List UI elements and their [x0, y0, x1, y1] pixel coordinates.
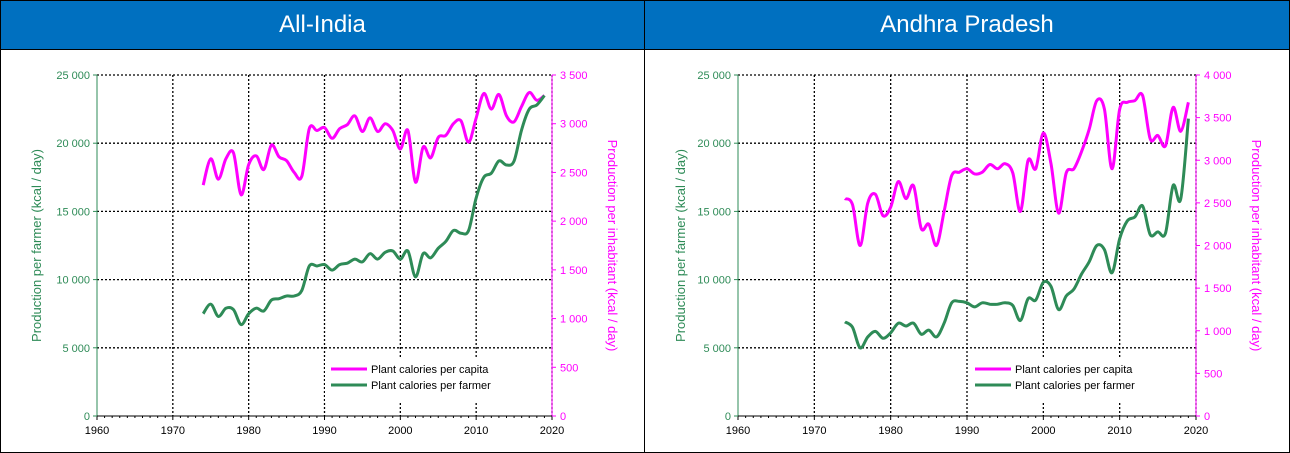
y-left-tick-label: 10 000	[697, 275, 731, 287]
y-right-tick-label: 0	[1204, 411, 1210, 423]
x-tick-label: 2000	[1031, 425, 1055, 437]
y-right-tick-label: 500	[1204, 368, 1222, 380]
legend-capita-label: Plant calories per capita	[1015, 364, 1133, 376]
y-right-tick-label: 500	[560, 362, 578, 374]
legend-farmer-label: Plant calories per farmer	[371, 380, 491, 392]
y-right-tick-label: 1 500	[1204, 283, 1232, 295]
x-tick-label: 1980	[878, 425, 902, 437]
y-left-tick-label: 5 000	[703, 343, 731, 355]
y-left-tick-label: 0	[725, 411, 731, 423]
x-tick-label: 2020	[540, 425, 564, 437]
y-left-tick-label: 25 000	[697, 70, 731, 82]
y-right-tick-label: 0	[560, 411, 566, 423]
y-right-tick-label: 1 500	[560, 265, 588, 277]
x-tick-label: 1970	[802, 425, 826, 437]
chart-andhra-pradesh: 1960 1970 1980 1990 2000 2010 2020 0 5 000 10 000…	[673, 70, 1264, 437]
y-right-tick-label: 2 000	[560, 216, 588, 228]
y-left-tick-label: 10 000	[56, 275, 90, 287]
panel-andhra-pradesh: Andhra Pradesh 1960 1970 1980 1990 2000 2010 2…	[644, 0, 1290, 453]
series-line-capita	[201, 91, 546, 197]
y-left-tick-label: 25 000	[56, 70, 90, 82]
y-left-tick-label: 0	[84, 411, 90, 423]
legend-box	[969, 357, 1192, 401]
y-right-tick-label: 1 000	[1204, 326, 1232, 338]
y-right-axis-title: Production per inhabitant (kcal / day)	[1249, 140, 1264, 352]
y-right-tick-label: 2 000	[1204, 241, 1232, 253]
series-line-capita	[843, 91, 1190, 248]
x-tick-label: 2000	[388, 425, 412, 437]
y-right-tick-label: 3 000	[1204, 155, 1232, 167]
x-tick-label: 1970	[161, 425, 185, 437]
y-right-tick-label: 1 000	[560, 314, 588, 326]
x-tick-label: 1960	[85, 425, 109, 437]
x-tick-label: 1990	[312, 425, 336, 437]
y-left-tick-label: 15 000	[697, 206, 731, 218]
y-left-tick-label: 20 000	[697, 138, 731, 150]
y-left-axis-title: Production per farmer (kcal / day)	[29, 149, 44, 342]
y-left-tick-label: 5 000	[62, 343, 90, 355]
x-tick-label: 2020	[1184, 425, 1208, 437]
x-tick-label: 2010	[464, 425, 488, 437]
y-right-axis-title: Production per inhabitant (kcal / day)	[605, 140, 620, 352]
legend-farmer-label: Plant calories per farmer	[1015, 380, 1135, 392]
series-line-farmer	[844, 118, 1190, 350]
x-tick-label: 1960	[726, 425, 750, 437]
chart-all-india: 1960 1970 1980 1990 2000 2010 2020 0 5 000 10 000…	[29, 70, 620, 437]
x-tick-label: 2010	[1107, 425, 1131, 437]
y-right-tick-label: 3 500	[1204, 113, 1232, 125]
panel-title: All-India	[1, 1, 644, 50]
panel-all-india: All-India 1960 1970 1980 1990 2000 2010 2020 0 5…	[0, 0, 645, 453]
legend-capita-label: Plant calories per capita	[371, 364, 489, 376]
y-right-tick-label: 2 500	[560, 167, 588, 179]
series-line-farmer	[201, 94, 546, 327]
y-right-tick-label: 3 000	[560, 119, 588, 131]
y-left-axis-title: Production per farmer (kcal / day)	[673, 149, 688, 342]
x-tick-label: 1980	[236, 425, 260, 437]
panel-title: Andhra Pradesh	[645, 1, 1289, 50]
y-right-tick-label: 4 000	[1204, 70, 1232, 82]
y-left-tick-label: 15 000	[56, 206, 90, 218]
x-tick-label: 1990	[955, 425, 979, 437]
y-right-tick-label: 3 500	[560, 70, 588, 82]
y-right-tick-label: 2 500	[1204, 198, 1232, 210]
legend-box	[325, 357, 548, 401]
y-left-tick-label: 20 000	[56, 138, 90, 150]
